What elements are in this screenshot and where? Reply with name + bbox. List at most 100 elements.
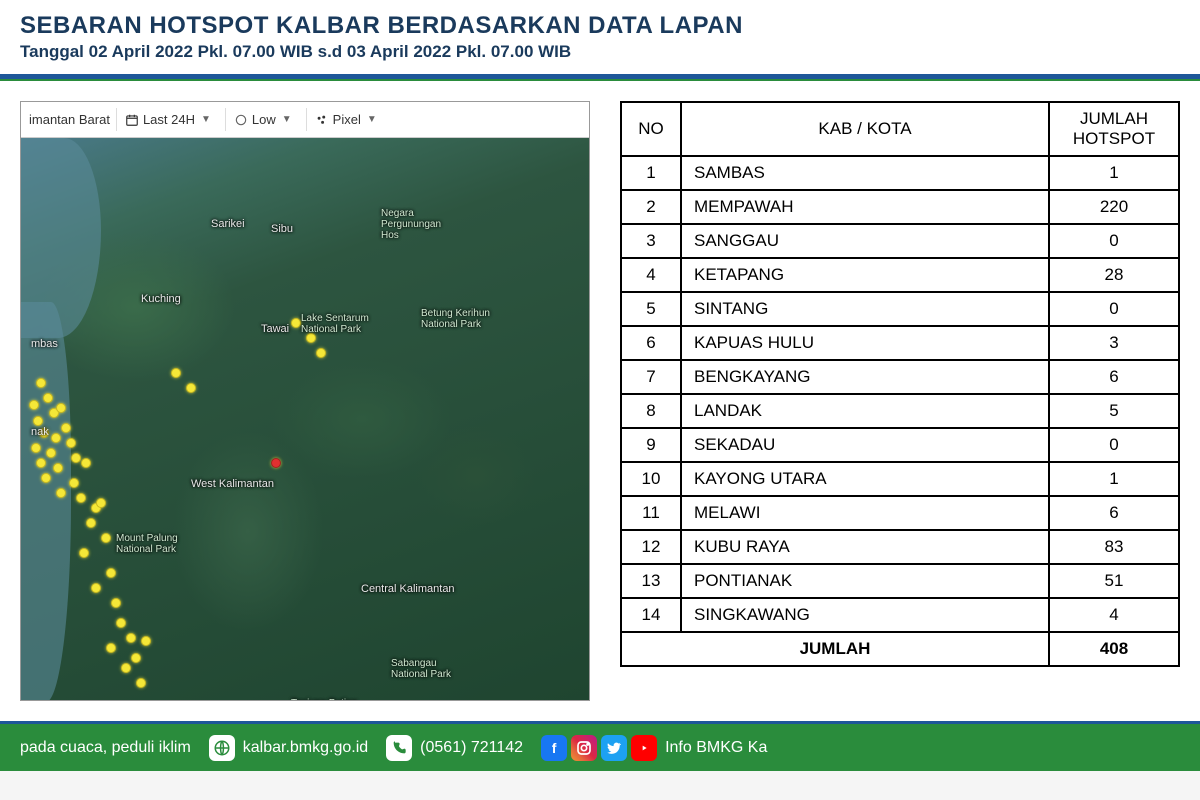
hotspot-marker[interactable] bbox=[116, 618, 126, 628]
hotspot-marker[interactable] bbox=[96, 498, 106, 508]
hotspot-marker[interactable] bbox=[71, 453, 81, 463]
hotspot-marker[interactable] bbox=[79, 548, 89, 558]
table-row: 9SEKADAU0 bbox=[621, 428, 1179, 462]
instagram-icon[interactable] bbox=[571, 735, 597, 761]
cell-no: 3 bbox=[621, 224, 681, 258]
table-row: 5SINTANG0 bbox=[621, 292, 1179, 326]
website-text: kalbar.bmkg.go.id bbox=[243, 739, 368, 757]
cell-no: 11 bbox=[621, 496, 681, 530]
cell-value: 51 bbox=[1049, 564, 1179, 598]
hotspot-marker[interactable] bbox=[131, 653, 141, 663]
severity-selector[interactable]: Low ▼ bbox=[225, 108, 300, 131]
hotspot-marker[interactable] bbox=[43, 393, 53, 403]
hotspot-marker[interactable] bbox=[106, 643, 116, 653]
footer-phone[interactable]: (0561) 721142 bbox=[386, 735, 523, 761]
unit-selector[interactable]: Pixel ▼ bbox=[306, 108, 385, 131]
cell-name: SANGGAU bbox=[681, 224, 1049, 258]
cell-value: 0 bbox=[1049, 292, 1179, 326]
hotspot-marker[interactable] bbox=[306, 333, 316, 343]
hotspot-marker[interactable] bbox=[271, 458, 281, 468]
col-no: NO bbox=[621, 102, 681, 156]
hotspot-marker[interactable] bbox=[36, 378, 46, 388]
cell-no: 10 bbox=[621, 462, 681, 496]
table-row: 4KETAPANG28 bbox=[621, 258, 1179, 292]
hotspot-marker[interactable] bbox=[41, 473, 51, 483]
twitter-icon[interactable] bbox=[601, 735, 627, 761]
map-terrain[interactable] bbox=[21, 138, 589, 700]
cell-value: 3 bbox=[1049, 326, 1179, 360]
hotspot-marker[interactable] bbox=[69, 478, 79, 488]
hotspot-marker[interactable] bbox=[76, 493, 86, 503]
hotspot-marker[interactable] bbox=[291, 318, 301, 328]
footer-website[interactable]: kalbar.bmkg.go.id bbox=[209, 735, 368, 761]
unit-label: Pixel bbox=[333, 112, 361, 127]
cell-name: KUBU RAYA bbox=[681, 530, 1049, 564]
cell-value: 0 bbox=[1049, 224, 1179, 258]
hotspot-marker[interactable] bbox=[66, 438, 76, 448]
table-row: 12KUBU RAYA83 bbox=[621, 530, 1179, 564]
cell-name: KETAPANG bbox=[681, 258, 1049, 292]
table-row: 2MEMPAWAH220 bbox=[621, 190, 1179, 224]
hotspot-marker[interactable] bbox=[53, 463, 63, 473]
hotspot-marker[interactable] bbox=[51, 433, 61, 443]
col-name: KAB / KOTA bbox=[681, 102, 1049, 156]
content: imantan Barat Last 24H ▼ Low ▼ Pixel ▼ S… bbox=[0, 81, 1200, 721]
hotspot-marker[interactable] bbox=[29, 400, 39, 410]
footer-social: f Info BMKG Ka bbox=[541, 735, 767, 761]
footer-tagline: pada cuaca, peduli iklim bbox=[20, 739, 191, 757]
cell-no: 12 bbox=[621, 530, 681, 564]
table-row: 3SANGGAU0 bbox=[621, 224, 1179, 258]
hotspot-marker[interactable] bbox=[81, 458, 91, 468]
hotspot-marker[interactable] bbox=[316, 348, 326, 358]
table-row: 14SINGKAWANG4 bbox=[621, 598, 1179, 632]
cell-name: KAPUAS HULU bbox=[681, 326, 1049, 360]
cell-name: MELAWI bbox=[681, 496, 1049, 530]
calendar-icon bbox=[125, 113, 139, 127]
table-row: 6KAPUAS HULU3 bbox=[621, 326, 1179, 360]
hotspot-marker[interactable] bbox=[171, 368, 181, 378]
header: SEBARAN HOTSPOT KALBAR BERDASARKAN DATA … bbox=[0, 0, 1200, 77]
cell-name: SAMBAS bbox=[681, 156, 1049, 190]
hotspot-marker[interactable] bbox=[101, 533, 111, 543]
phone-icon bbox=[386, 735, 412, 761]
facebook-icon[interactable]: f bbox=[541, 735, 567, 761]
hotspot-marker[interactable] bbox=[186, 383, 196, 393]
hotspot-marker[interactable] bbox=[31, 443, 41, 453]
cell-name: SINGKAWANG bbox=[681, 598, 1049, 632]
table-row: 1SAMBAS1 bbox=[621, 156, 1179, 190]
hotspot-marker[interactable] bbox=[111, 598, 121, 608]
cell-value: 83 bbox=[1049, 530, 1179, 564]
cell-value: 28 bbox=[1049, 258, 1179, 292]
period-label: Last 24H bbox=[143, 112, 195, 127]
chevron-down-icon: ▼ bbox=[201, 114, 211, 125]
total-label: JUMLAH bbox=[621, 632, 1049, 666]
cell-name: LANDAK bbox=[681, 394, 1049, 428]
hotspot-marker[interactable] bbox=[61, 423, 71, 433]
youtube-icon[interactable] bbox=[631, 735, 657, 761]
hotspot-marker[interactable] bbox=[121, 663, 131, 673]
hotspot-marker[interactable] bbox=[141, 636, 151, 646]
hotspot-marker[interactable] bbox=[126, 633, 136, 643]
hotspot-marker[interactable] bbox=[91, 583, 101, 593]
hotspot-marker[interactable] bbox=[106, 568, 116, 578]
hotspot-marker[interactable] bbox=[39, 428, 49, 438]
cell-name: SINTANG bbox=[681, 292, 1049, 326]
hotspot-marker[interactable] bbox=[136, 678, 146, 688]
map-region-label: imantan Barat bbox=[29, 112, 110, 127]
col-value: JUMLAH HOTSPOT bbox=[1049, 102, 1179, 156]
footer: pada cuaca, peduli iklim kalbar.bmkg.go.… bbox=[0, 721, 1200, 771]
hotspot-marker[interactable] bbox=[56, 488, 66, 498]
map-toolbar: imantan Barat Last 24H ▼ Low ▼ Pixel ▼ bbox=[21, 102, 589, 138]
hotspot-marker[interactable] bbox=[46, 448, 56, 458]
cell-no: 4 bbox=[621, 258, 681, 292]
cell-name: BENGKAYANG bbox=[681, 360, 1049, 394]
hotspot-marker[interactable] bbox=[56, 403, 66, 413]
cell-value: 1 bbox=[1049, 156, 1179, 190]
period-selector[interactable]: Last 24H ▼ bbox=[116, 108, 219, 131]
cell-value: 5 bbox=[1049, 394, 1179, 428]
hotspot-marker[interactable] bbox=[86, 518, 96, 528]
hotspot-marker[interactable] bbox=[36, 458, 46, 468]
hotspot-marker[interactable] bbox=[33, 416, 43, 426]
table-row: 8LANDAK5 bbox=[621, 394, 1179, 428]
cell-value: 0 bbox=[1049, 428, 1179, 462]
